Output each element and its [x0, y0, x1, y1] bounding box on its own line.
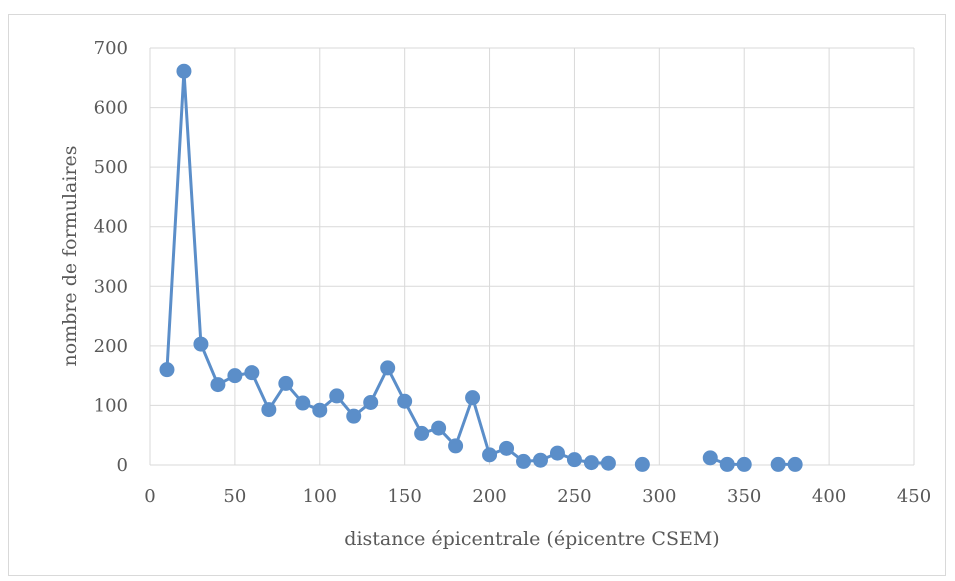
x-tick-label: 350 [727, 486, 761, 507]
y-tick-label: 300 [94, 276, 128, 297]
data-point [566, 452, 582, 468]
data-point [770, 456, 786, 472]
plot-area [159, 63, 803, 472]
y-tick-label: 100 [94, 395, 128, 416]
data-point [244, 365, 260, 381]
y-tick-label: 700 [94, 38, 128, 59]
x-tick-label: 50 [223, 486, 246, 507]
data-point [346, 408, 362, 424]
x-tick-label: 0 [144, 486, 155, 507]
data-point [787, 456, 803, 472]
data-point [499, 440, 515, 456]
data-point [465, 390, 481, 406]
data-point [600, 455, 616, 471]
data-point [736, 456, 752, 472]
x-tick-label: 400 [812, 486, 846, 507]
data-point [516, 453, 532, 469]
x-tick-label: 100 [303, 486, 337, 507]
tick-labels: 0 50 100 150 200 250 300 350 400 450 0 100 200 300 400… [94, 38, 932, 507]
gridlines [149, 47, 915, 466]
x-tick-label: 200 [472, 486, 506, 507]
data-point [210, 377, 226, 393]
data-point [634, 456, 650, 472]
data-point [532, 452, 548, 468]
y-tick-label: 200 [94, 336, 128, 357]
data-point [448, 438, 464, 454]
x-tick-label: 150 [387, 486, 421, 507]
y-axis-title: nombre de formulaires [59, 145, 81, 366]
series-line [165, 69, 609, 465]
y-tick-label: 600 [94, 98, 128, 119]
data-point [482, 447, 498, 463]
data-point [193, 336, 209, 352]
data-point [176, 63, 192, 79]
y-tick-label: 400 [94, 217, 128, 238]
data-point [397, 393, 413, 409]
x-tick-label: 300 [642, 486, 676, 507]
data-point [227, 368, 243, 384]
data-point [719, 456, 735, 472]
data-point [329, 388, 345, 404]
x-tick-label: 250 [557, 486, 591, 507]
data-point [431, 420, 447, 436]
data-point [380, 360, 396, 376]
data-point [278, 375, 294, 391]
data-point [261, 402, 277, 418]
data-point [159, 362, 175, 378]
y-tick-label: 500 [94, 157, 128, 178]
data-point [363, 394, 379, 410]
data-point [414, 425, 430, 441]
data-point [702, 450, 718, 466]
data-point [549, 445, 565, 461]
x-axis-title: distance épicentrale (épicentre CSEM) [344, 528, 719, 550]
data-point [295, 395, 311, 411]
data-point [583, 455, 599, 471]
y-tick-label: 0 [117, 455, 128, 476]
data-point [312, 402, 328, 418]
x-tick-label: 450 [897, 486, 931, 507]
